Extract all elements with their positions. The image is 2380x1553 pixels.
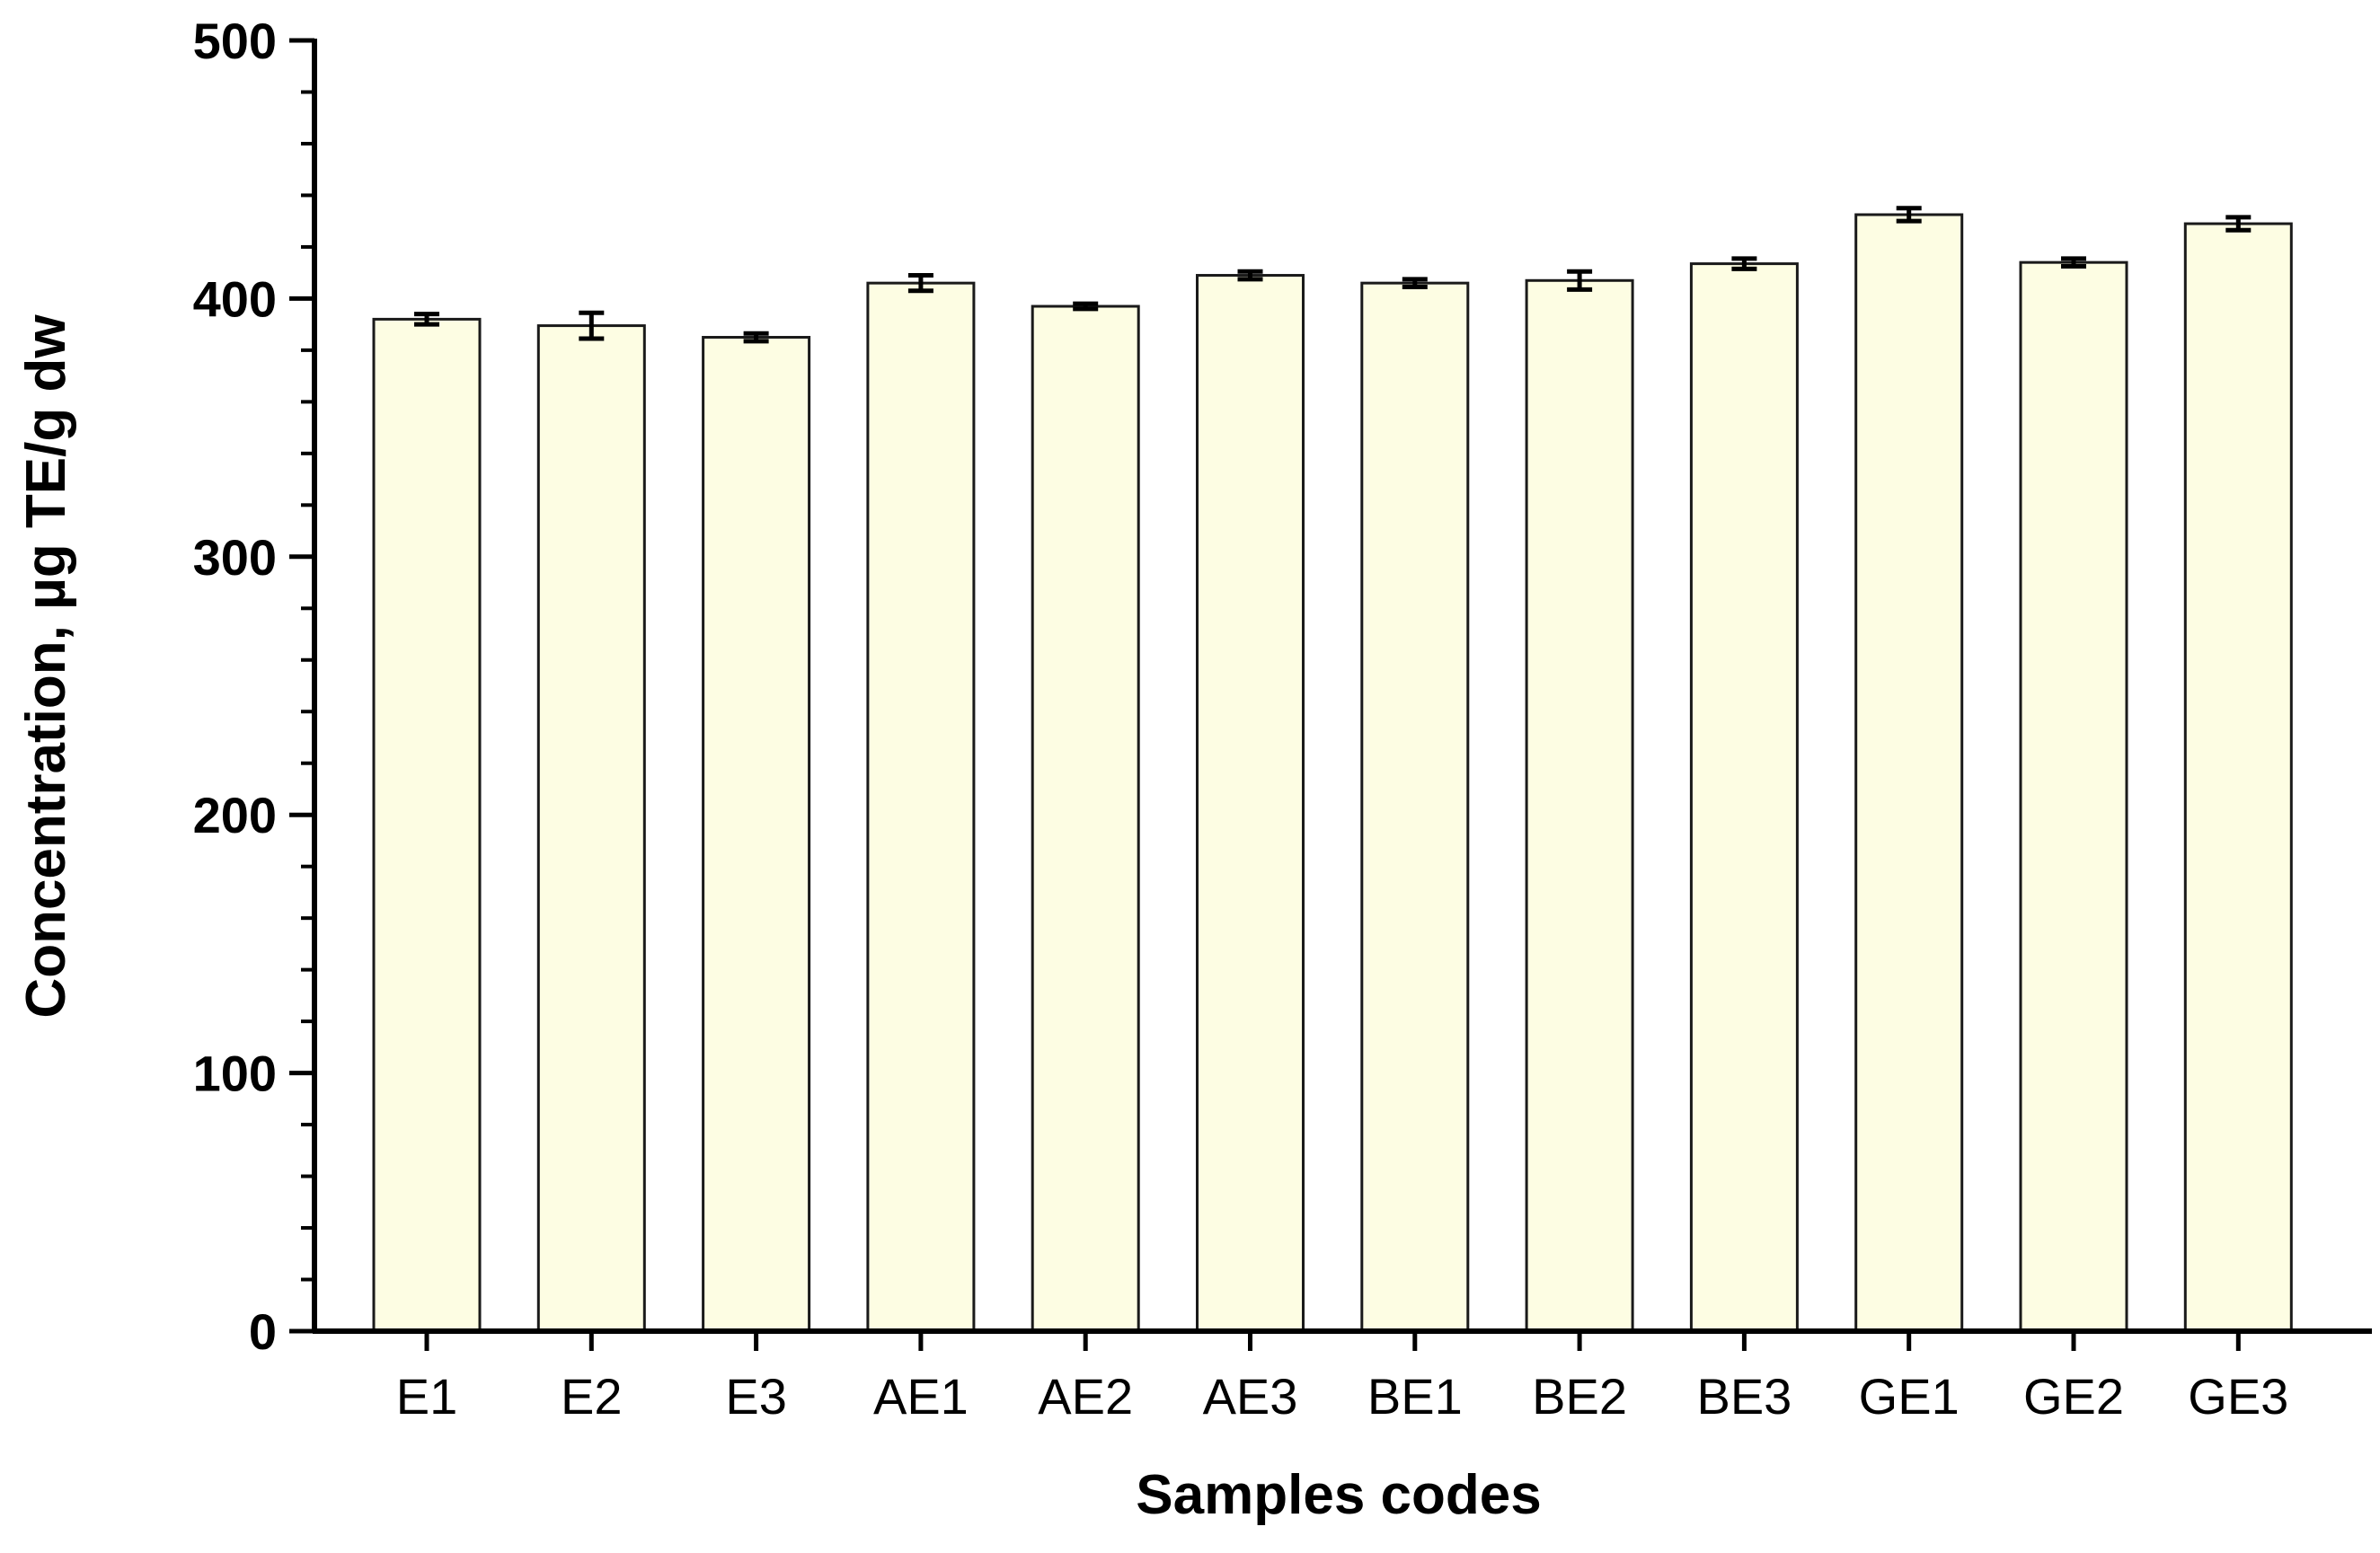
x-tick-label-be1: BE1 — [1367, 1368, 1463, 1425]
bar-e2 — [536, 324, 646, 1333]
bars-layer — [372, 213, 2293, 1333]
error-bar-be2 — [1567, 269, 1593, 292]
x-tick-label-ge3: GE3 — [2188, 1368, 2288, 1425]
y-ticks: 0 100 200 300 400 500 — [193, 13, 314, 1360]
x-tick-label-e3: E3 — [725, 1368, 787, 1425]
x-tick-label-be3: BE3 — [1696, 1368, 1792, 1425]
bar-be1 — [1360, 281, 1470, 1333]
error-bar-be3 — [1731, 256, 1757, 271]
bar-be3 — [1689, 262, 1799, 1333]
x-tick-label-ae2: AE2 — [1038, 1368, 1133, 1425]
error-bar-e2 — [579, 310, 605, 341]
bar-ge3 — [2183, 222, 2293, 1333]
error-bar-ae1 — [907, 273, 933, 294]
x-tick-label-be2: BE2 — [1532, 1368, 1627, 1425]
error-bar-ge2 — [2061, 256, 2086, 269]
error-bar-ge1 — [1896, 206, 1922, 224]
bar-ae3 — [1196, 274, 1305, 1333]
error-bar-be1 — [1402, 277, 1428, 289]
x-tick-label-ge2: GE2 — [2023, 1368, 2124, 1425]
x-tick-label-ge1: GE1 — [1859, 1368, 1960, 1425]
y-tick-label-100: 100 — [193, 1046, 277, 1102]
error-bar-e3 — [743, 331, 769, 344]
error-bar-ge3 — [2225, 215, 2252, 233]
y-tick-label-0: 0 — [249, 1303, 277, 1360]
x-tick-label-e1: E1 — [396, 1368, 458, 1425]
y-tick-label-400: 400 — [193, 270, 277, 327]
bar-ge2 — [2019, 260, 2128, 1333]
y-tick-label-200: 200 — [193, 787, 277, 843]
bar-e3 — [702, 336, 811, 1333]
x-tick-label-ae3: AE3 — [1203, 1368, 1298, 1425]
y-tick-label-300: 300 — [193, 529, 277, 586]
y-axis-title: Concentration, µg TE/g dw — [15, 314, 77, 1019]
y-tick-label-500: 500 — [193, 13, 277, 69]
x-tick-label-ae1: AE1 — [873, 1368, 969, 1425]
x-axis-title: Samples codes — [1136, 1464, 1541, 1526]
axes-layer — [312, 39, 2372, 1334]
x-ticks: E1 E2 E3 AE1 AE2 AE3 BE1 BE2 BE3 GE1 GE2 GE3 — [396, 1331, 2288, 1425]
bar-ae1 — [866, 281, 976, 1333]
bar-ge1 — [1854, 213, 1964, 1333]
error-bars-layer — [414, 206, 2252, 344]
error-bar-ae3 — [1237, 269, 1263, 282]
bar-ae2 — [1031, 304, 1140, 1333]
bar-e1 — [372, 317, 482, 1333]
error-bar-e1 — [414, 312, 439, 327]
x-tick-label-e2: E2 — [561, 1368, 623, 1425]
bar-be2 — [1525, 278, 1634, 1333]
error-bar-ae2 — [1073, 301, 1099, 312]
